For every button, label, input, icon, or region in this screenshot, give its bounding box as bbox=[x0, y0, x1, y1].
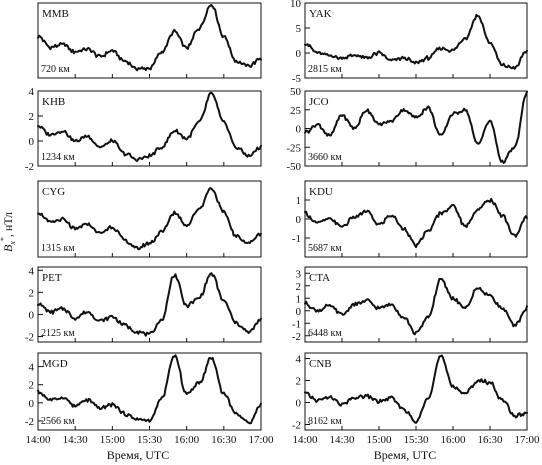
y-tick-label: 2 bbox=[296, 376, 302, 388]
y-tick-label: 50 bbox=[290, 86, 302, 98]
y-tick-label: 3 bbox=[296, 268, 302, 280]
y-tick-label: 4 bbox=[29, 86, 35, 98]
y-tick-label: 4 bbox=[29, 265, 35, 277]
station-distance: 2566 км bbox=[41, 416, 75, 427]
panel-cyg: CYG 1315 км bbox=[37, 180, 262, 258]
station-label: KDU bbox=[309, 186, 333, 198]
trace-mmb bbox=[37, 4, 262, 72]
y-tick-label: 0 bbox=[296, 124, 302, 136]
x-tick-label: 15:00 bbox=[366, 434, 392, 446]
station-label: CTA bbox=[309, 272, 330, 284]
y-tick-label: 25 bbox=[290, 105, 302, 117]
y-tick-label: -25 bbox=[286, 142, 301, 154]
x-tick-label: 14:30 bbox=[63, 434, 89, 446]
x-tick-label: 15:30 bbox=[137, 434, 163, 446]
x-tick-label: 16:00 bbox=[440, 434, 466, 446]
station-distance: 2815 км bbox=[308, 64, 342, 75]
y-tick-label: -1 bbox=[292, 318, 301, 330]
station-label: MMB bbox=[42, 8, 69, 20]
panel-jco: 50 25 0 -25 -50 JCO 3660 км bbox=[286, 86, 528, 173]
x-axis-title-left: Время, UTC bbox=[107, 448, 169, 462]
x-tick-label: 16:00 bbox=[174, 434, 200, 446]
station-label: KHB bbox=[42, 96, 65, 108]
station-distance: 1315 км bbox=[41, 243, 75, 254]
panel-khb: 4 2 0 -2 KHB 1234 км bbox=[25, 86, 262, 173]
y-axis-title: Bx*, нТл bbox=[0, 212, 17, 252]
y-tick-label: -2 bbox=[292, 420, 301, 432]
trace-kdu bbox=[304, 197, 528, 249]
y-tick-label: 0 bbox=[29, 309, 35, 321]
trace-pet bbox=[37, 272, 262, 337]
y-tick-label: 0 bbox=[296, 214, 302, 226]
x-tick-label: 14:00 bbox=[292, 434, 318, 446]
station-distance: 2125 км bbox=[41, 328, 75, 339]
y-tick-label: 5 bbox=[296, 23, 302, 35]
y-tick-label: -2 bbox=[292, 331, 301, 343]
station-label: YAK bbox=[309, 8, 332, 20]
station-label: JCO bbox=[309, 96, 329, 108]
y-tick-label: 1 bbox=[296, 293, 302, 305]
x-tick-label: 15:00 bbox=[100, 434, 126, 446]
station-distance: 3660 км bbox=[308, 152, 342, 163]
y-tick-label: 0 bbox=[29, 136, 35, 148]
x-tick-label: 17:00 bbox=[514, 434, 540, 446]
x-tick-label: 17:00 bbox=[248, 434, 274, 446]
station-distance: 5687 км bbox=[308, 243, 342, 254]
x-axes: 14:00 14:30 15:00 15:30 16:00 16:30 17:00 14:00… bbox=[25, 434, 540, 446]
y-tick-label: -50 bbox=[286, 161, 301, 173]
y-tick-label: 2 bbox=[29, 380, 35, 392]
trace-khb bbox=[37, 91, 262, 162]
y-tick-label: -2 bbox=[25, 331, 34, 343]
trace-cta bbox=[304, 277, 528, 336]
y-tick-label: 4 bbox=[29, 362, 35, 374]
y-tick-label: 2 bbox=[29, 287, 35, 299]
panel-pet: 4 2 0 -2 PET 2125 км bbox=[25, 265, 262, 343]
panel-mgd: 4 2 0 -2 MGD 2566 км bbox=[25, 352, 262, 431]
station-distance: 1234 км bbox=[41, 152, 75, 163]
y-tick-label: 2 bbox=[296, 281, 302, 293]
y-tick-label: 4 bbox=[296, 354, 302, 366]
trace-jco bbox=[304, 90, 528, 164]
x-axis-title-right: Время, UTC bbox=[374, 448, 436, 462]
y-tick-label: 0 bbox=[296, 306, 302, 318]
y-tick-label: -2 bbox=[25, 416, 34, 428]
panel-mmb: MMB 720 км bbox=[37, 2, 262, 79]
x-tick-label: 14:30 bbox=[329, 434, 355, 446]
station-label: CNB bbox=[309, 358, 332, 370]
trace-mgd bbox=[37, 354, 262, 425]
x-tick-label: 14:00 bbox=[25, 434, 51, 446]
panel-kdu: 1 0 -1 KDU 5687 км bbox=[292, 180, 528, 258]
x-tick-label: 16:30 bbox=[211, 434, 237, 446]
y-tick-label: 0 bbox=[29, 398, 35, 410]
station-label: MGD bbox=[42, 358, 68, 370]
x-tick-label: 16:30 bbox=[477, 434, 503, 446]
y-tick-label: 0 bbox=[296, 398, 302, 410]
station-distance: 6448 км bbox=[308, 328, 342, 339]
panel-yak: 10 5 0 -5 YAK 2815 км bbox=[290, 0, 528, 85]
trace-yak bbox=[304, 13, 528, 70]
y-tick-label: 0 bbox=[296, 48, 302, 60]
panel-cnb: 4 2 0 -2 CNB 8162 км bbox=[292, 352, 528, 432]
y-tick-label: -1 bbox=[292, 233, 301, 245]
y-tick-label: 2 bbox=[29, 111, 35, 123]
station-label: PET bbox=[42, 272, 62, 284]
trace-cyg bbox=[37, 187, 262, 251]
station-distance: 720 км bbox=[41, 64, 70, 75]
station-distance: 8162 км bbox=[308, 416, 342, 427]
trace-cnb bbox=[304, 354, 528, 424]
y-tick-label: 1 bbox=[296, 195, 302, 207]
y-tick-label: -5 bbox=[292, 73, 302, 85]
x-tick-label: 15:30 bbox=[403, 434, 429, 446]
station-label: CYG bbox=[42, 186, 65, 198]
y-tick-label: 10 bbox=[290, 0, 302, 10]
y-tick-label: -2 bbox=[25, 161, 34, 173]
